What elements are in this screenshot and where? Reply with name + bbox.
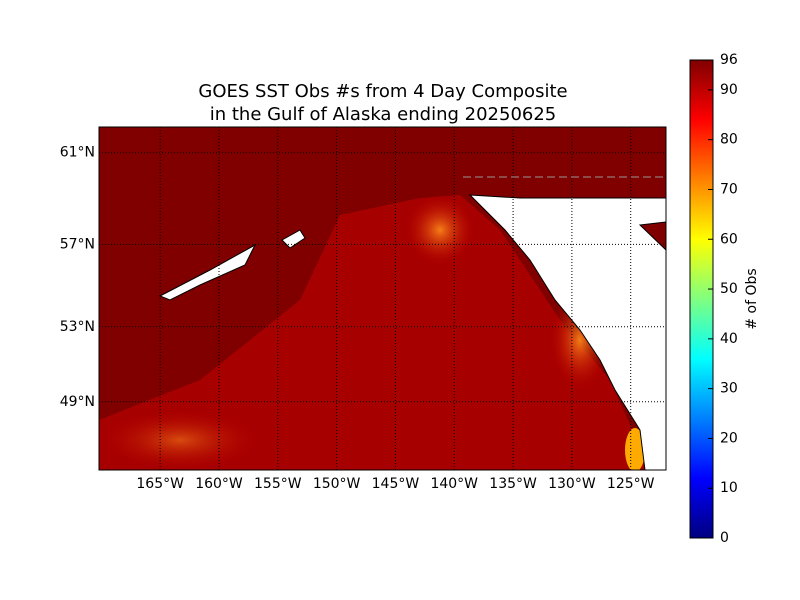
colorbar-tick-label: 70	[720, 181, 738, 197]
x-tick-label: 160°W	[195, 476, 243, 492]
x-tick-label: 130°W	[548, 476, 596, 492]
map-frame	[98, 126, 667, 471]
x-tick-label: 150°W	[313, 476, 361, 492]
y-tick-label: 53°N	[60, 319, 95, 335]
x-tick-label: 125°W	[607, 476, 655, 492]
land	[281, 229, 306, 249]
x-tick-label: 165°W	[136, 476, 184, 492]
obs-hotspot	[405, 195, 475, 265]
map-field	[99, 127, 666, 470]
x-tick-label: 140°W	[430, 476, 478, 492]
title-line: GOES SST Obs #s from 4 Day Composite	[198, 81, 567, 102]
obs-hotspot	[625, 428, 645, 470]
y-tick-label: 61°N	[60, 145, 95, 161]
colorbar-label: # of Obs	[744, 268, 760, 329]
colorbar-tick-label: 10	[720, 480, 738, 496]
colorbar-tick-label: 96	[720, 52, 738, 68]
colorbar-tick-label: 50	[720, 281, 738, 297]
x-tick-label: 155°W	[254, 476, 302, 492]
colorbar-tick-label: 30	[720, 381, 738, 397]
obs-region	[99, 195, 650, 470]
land	[468, 194, 666, 470]
x-tick-label: 145°W	[372, 476, 420, 492]
colorbar-tick-label: 0	[720, 530, 729, 546]
x-tick-label: 135°W	[489, 476, 537, 492]
y-tick-label: 49°N	[60, 394, 95, 410]
colorbar-tick-label: 60	[720, 231, 738, 247]
obs-hotspot	[100, 410, 260, 470]
colorbar-tick-label: 20	[720, 430, 738, 446]
title-line: in the Gulf of Alaska ending 20250625	[210, 104, 557, 125]
colorbar-tick-label: 80	[720, 132, 738, 148]
colorbar-tick-label: 90	[720, 82, 738, 98]
colorbar	[689, 59, 714, 539]
colorbar-tick-label: 40	[720, 331, 738, 347]
land	[158, 243, 257, 301]
y-tick-label: 57°N	[60, 236, 95, 252]
